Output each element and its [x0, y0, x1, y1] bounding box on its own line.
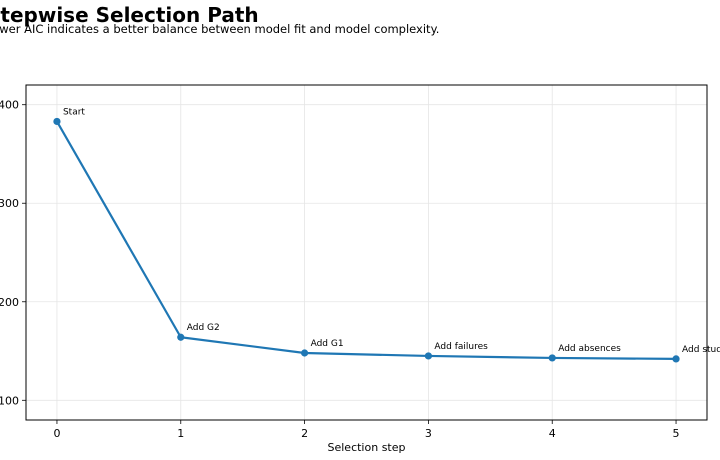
grid-lines [26, 85, 707, 420]
data-point [672, 355, 680, 363]
data-point [53, 117, 61, 126]
series-line [56, 120, 677, 361]
point-label: Add G2 [187, 323, 220, 333]
data-point [177, 333, 185, 341]
y-tick-label: 1100 [0, 394, 19, 407]
point-label: Add studytime [682, 345, 720, 355]
x-tick-label: 5 [673, 427, 680, 440]
x-tick-label: 3 [425, 427, 432, 440]
point-label: Add failures [434, 342, 488, 352]
x-axis-label: Selection step [328, 441, 406, 454]
y-tick-label: 1200 [0, 296, 19, 309]
x-tick-label: 1 [177, 427, 184, 440]
y-tick-label: 1400 [0, 99, 19, 112]
chart-title: Stepwise Selection Path [0, 3, 259, 27]
data-point [424, 352, 433, 360]
axis-ticks: 0 1 2 3 4 5 1100 1200 1300 1400 [0, 99, 680, 440]
x-tick-label: 4 [549, 427, 556, 440]
point-label: Add G1 [311, 339, 344, 349]
x-tick-label: 0 [53, 427, 60, 440]
data-point [300, 349, 309, 357]
point-label: Add absences [558, 344, 621, 354]
plot-frame [25, 84, 708, 421]
point-label: Start [63, 107, 85, 117]
y-tick-label: 1300 [0, 197, 19, 210]
series-layer: Start Add G2 Add G1 Add failures Add absence… [53, 107, 720, 363]
x-tick-label: 2 [301, 427, 308, 440]
chart-subtitle: Lower AIC indicates a better balance bet… [0, 22, 440, 36]
data-point [548, 354, 556, 362]
